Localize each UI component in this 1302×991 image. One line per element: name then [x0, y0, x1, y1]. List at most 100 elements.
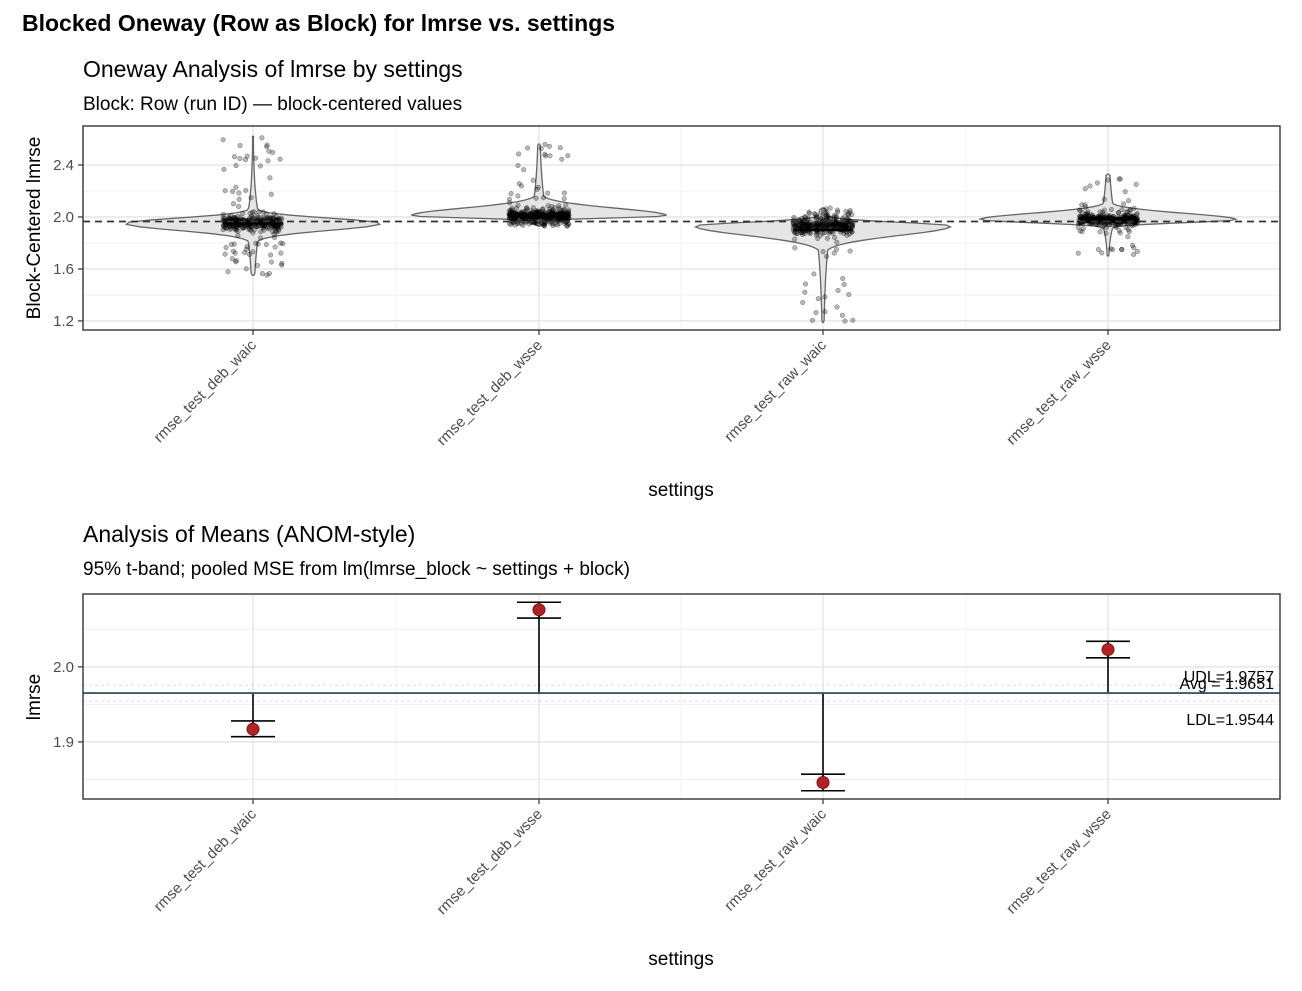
- violin-point: [799, 223, 805, 229]
- violin-point: [521, 167, 527, 173]
- violin-point: [541, 222, 547, 228]
- violin-point: [530, 205, 536, 211]
- violin-point: [266, 148, 272, 154]
- violin-point: [811, 221, 817, 227]
- violin-point: [557, 217, 563, 223]
- violin-point: [523, 206, 530, 212]
- violin-point: [825, 213, 831, 219]
- violin-point: [235, 233, 241, 239]
- violin-point: [815, 296, 821, 302]
- violin-point: [819, 222, 825, 228]
- violin-point: [791, 214, 797, 221]
- violin-point: [509, 207, 515, 213]
- violin-point: [540, 207, 546, 213]
- violin-point: [1101, 222, 1107, 228]
- violin-point: [546, 209, 552, 215]
- violin-point: [843, 208, 849, 214]
- violin-point: [848, 223, 855, 229]
- violin-point: [277, 156, 283, 162]
- violin-point: [834, 207, 840, 213]
- anom-udl-label: UDL=1.9757: [1184, 669, 1274, 686]
- violin-point: [564, 223, 570, 229]
- violin-point: [260, 209, 266, 215]
- violin-point: [804, 222, 810, 228]
- violin-point: [270, 224, 276, 230]
- violin-x-tick-label: rmse_test_deb_waic: [151, 336, 261, 446]
- violin-point: [530, 177, 536, 183]
- violin-point: [850, 317, 856, 323]
- violin-point: [515, 193, 521, 199]
- violin-point: [1098, 220, 1104, 226]
- violin-point: [823, 215, 830, 221]
- violin-point: [1130, 223, 1136, 229]
- violin-point: [813, 310, 819, 316]
- anom-avg-label: Avg = 1.9651: [1180, 676, 1275, 693]
- violin-point: [248, 227, 254, 233]
- violin-point: [261, 224, 267, 230]
- violin-point: [267, 215, 273, 222]
- violin-point: [1098, 219, 1104, 225]
- violin-point: [264, 144, 270, 150]
- violin-point: [264, 215, 270, 221]
- violin-point: [539, 209, 545, 215]
- violin-point: [837, 222, 843, 229]
- violin-point: [1117, 176, 1123, 182]
- violin-point: [230, 224, 236, 230]
- violin-point: [835, 223, 841, 229]
- violin-point: [815, 222, 821, 228]
- violin-point: [524, 205, 530, 211]
- violin-point: [1084, 210, 1091, 216]
- violin-point: [545, 203, 551, 209]
- violin-point: [806, 223, 812, 229]
- violin-point: [557, 145, 563, 151]
- violin-point: [244, 243, 250, 250]
- violin-rmse_test_deb_wsse: [411, 143, 667, 227]
- violin-point: [849, 223, 856, 229]
- violin-point: [253, 240, 259, 246]
- violin-point: [1127, 208, 1133, 214]
- violin-point: [259, 135, 265, 141]
- violin-point: [268, 259, 275, 265]
- violin-point: [271, 215, 277, 221]
- violin-point: [1075, 224, 1081, 230]
- violin-point: [803, 223, 809, 229]
- figure-title: Blocked Oneway (Row as Block) for lmrse …: [22, 10, 615, 36]
- violin-x-tick-label: rmse_test_deb_wsse: [434, 337, 546, 449]
- violin-point: [232, 215, 239, 221]
- violin-point: [256, 209, 262, 215]
- violin-point: [264, 142, 270, 148]
- violin-point: [843, 221, 849, 227]
- violin-point: [261, 227, 267, 233]
- violin-point: [833, 215, 839, 221]
- violin-point: [1134, 220, 1140, 226]
- violin-point: [1095, 247, 1102, 253]
- violin-point: [220, 214, 226, 221]
- violin-point: [234, 224, 240, 230]
- violin-point: [804, 223, 810, 229]
- violin-point: [799, 215, 805, 221]
- anom-panel: Analysis of Means (ANOM-style) 95% t-ban…: [24, 521, 1281, 970]
- violin-point: [1077, 207, 1083, 213]
- violin-point: [247, 210, 253, 216]
- violin-point: [808, 223, 814, 229]
- violin-point: [273, 225, 279, 232]
- violin-point: [233, 163, 239, 169]
- violin-point: [809, 317, 815, 323]
- violin-point: [268, 252, 274, 258]
- violin-point: [257, 163, 263, 169]
- anom-y-axis-title: lmrse: [24, 674, 45, 720]
- violin-point: [820, 207, 827, 213]
- violin-point: [1080, 210, 1086, 216]
- violin-point: [266, 270, 272, 277]
- violin-point: [849, 222, 856, 228]
- violin-point: [512, 222, 518, 228]
- violin-point: [231, 215, 237, 221]
- violin-point: [267, 175, 273, 181]
- violin-point: [264, 272, 270, 278]
- violin-point: [802, 214, 808, 220]
- violin-point: [269, 215, 275, 221]
- violin-point: [564, 223, 570, 229]
- violin-point: [1123, 225, 1129, 231]
- violin-point: [532, 217, 538, 224]
